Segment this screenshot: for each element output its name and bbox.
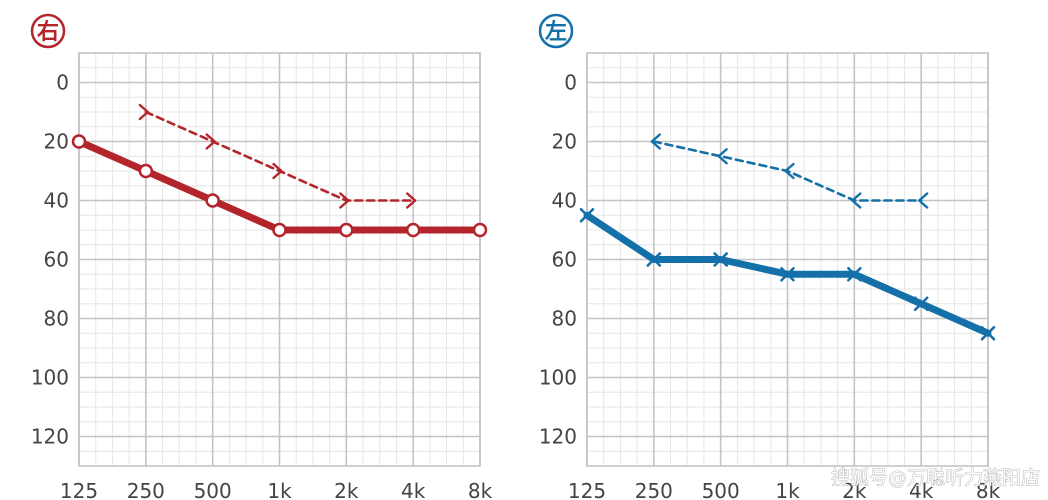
circle-marker — [405, 222, 421, 238]
cross-marker — [579, 207, 595, 223]
left-ear-unmasked-series — [579, 207, 996, 341]
y-tick-label: 0 — [564, 71, 577, 95]
circle-marker — [339, 222, 354, 238]
x-tick-label: 1k — [267, 479, 292, 500]
left-ear-badge-label: 左 — [545, 19, 567, 45]
y-tick-label: 40 — [44, 189, 69, 213]
masked-threshold-line — [652, 140, 923, 202]
x-tick-label: 1k — [775, 479, 800, 500]
right-ear-unmasked-series — [71, 134, 488, 238]
y-tick-label: 100 — [31, 366, 69, 390]
cross-marker — [913, 296, 929, 312]
y-tick-label: 100 — [539, 366, 577, 390]
cross-marker — [780, 266, 795, 282]
y-tick-label: 0 — [56, 71, 69, 95]
x-tick-label: 8k — [468, 479, 493, 500]
bone-conduction-marker — [851, 192, 862, 209]
cross-marker — [847, 266, 862, 282]
circle-marker — [272, 222, 287, 238]
bone-conduction-marker — [784, 162, 795, 180]
y-tick-label: 40 — [552, 189, 577, 213]
right-ear-badge-icon — [30, 13, 66, 49]
y-tick-label: 20 — [44, 130, 69, 154]
circle-marker — [71, 134, 87, 149]
bone-conduction-marker — [717, 148, 728, 165]
watermark-text: 搜狐号@万聪听力燕阳店 — [831, 467, 1040, 489]
right-ear-badge-label: 右 — [37, 20, 59, 45]
x-tick-label: 4k — [909, 479, 934, 500]
circle-marker — [138, 163, 154, 179]
bone-conduction-marker — [272, 162, 283, 180]
x-tick-label: 8k — [976, 479, 1001, 500]
masked-threshold-line — [144, 110, 415, 202]
y-tick-label: 20 — [552, 130, 577, 154]
y-tick-label: 120 — [31, 425, 69, 449]
x-tick-label: 250 — [635, 479, 673, 500]
cross-marker — [646, 252, 662, 267]
bone-conduction-marker — [650, 133, 662, 150]
left-ear-major-grid — [586, 53, 989, 466]
left-ear-audiogram: 0 20 40 60 80 100 120 125 250 500 1k 2k 4k 8k 左 — [538, 13, 1001, 500]
x-tick-label: 2k — [842, 479, 867, 500]
right-ear-major-grid — [78, 53, 481, 466]
x-tick-label: 4k — [401, 479, 426, 500]
x-tick-label: 500 — [702, 479, 740, 500]
bone-conduction-marker — [339, 192, 350, 209]
circle-marker — [205, 193, 220, 208]
circle-marker — [472, 222, 488, 238]
bone-conduction-marker — [405, 192, 417, 209]
x-tick-label: 125 — [60, 479, 98, 500]
bone-conduction-marker — [917, 192, 929, 209]
y-tick-label: 60 — [552, 248, 577, 272]
x-tick-label: 500 — [194, 479, 232, 500]
left-ear-badge-icon — [538, 13, 574, 49]
y-tick-label: 80 — [552, 307, 577, 331]
x-tick-label: 250 — [127, 479, 165, 500]
bone-conduction-marker — [205, 133, 216, 150]
right-ear-masked-series — [138, 103, 417, 209]
y-tick-label: 80 — [44, 307, 69, 331]
y-tick-label: 60 — [44, 248, 69, 272]
x-tick-label: 2k — [334, 479, 359, 500]
left-ear-plot-frame — [586, 52, 989, 467]
bone-conduction-marker — [138, 103, 150, 121]
x-tick-label: 125 — [568, 479, 606, 500]
cross-marker — [713, 252, 728, 267]
left-ear-masked-series — [650, 133, 929, 209]
y-tick-label: 120 — [539, 425, 577, 449]
cross-marker — [980, 325, 996, 341]
right-ear-audiogram: 0 20 40 60 80 100 120 125 250 500 1k 2k 4k 8k 右 — [30, 13, 493, 500]
right-ear-plot-frame — [78, 52, 481, 467]
